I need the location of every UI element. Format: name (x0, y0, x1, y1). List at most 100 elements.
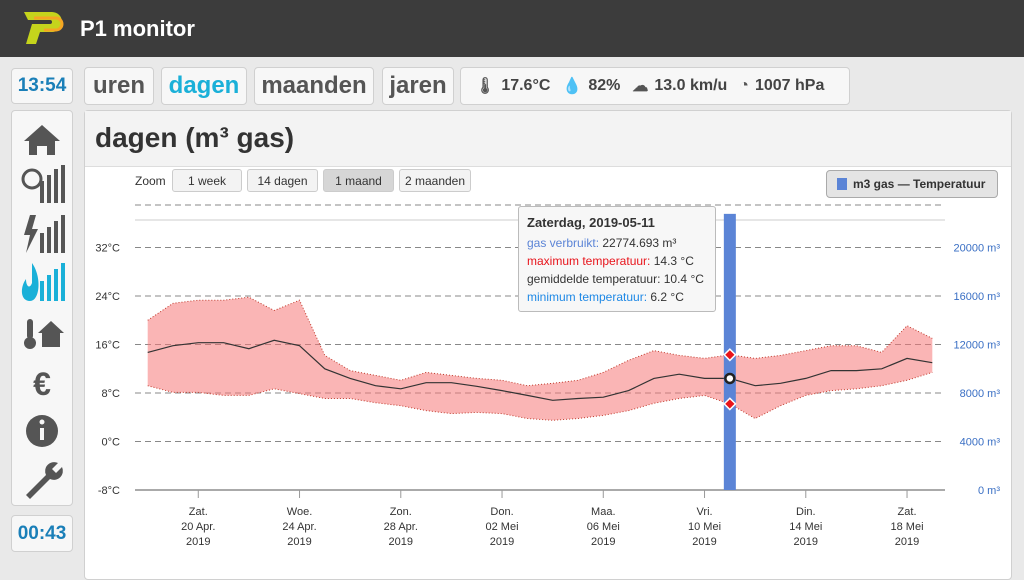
tooltip-label: minimum temperatuur (527, 290, 650, 304)
meter-icon[interactable] (21, 165, 65, 203)
zoom-button[interactable]: 14 dagen (247, 169, 318, 192)
x-tick-label-line: Don. (490, 506, 513, 518)
x-tick-label: Din. 14 Mei 2019 (789, 506, 822, 548)
x-tick-label-line: Woe. (287, 506, 312, 518)
x-tick-label-line: 2019 (389, 536, 413, 548)
x-tick-label-line: Maa. (591, 506, 615, 518)
highlight-point (724, 372, 736, 385)
x-tick-label-line: 2019 (591, 536, 615, 548)
temperature-range-band (147, 297, 933, 421)
y2-tick-label: 4000 m³ (960, 437, 1001, 449)
x-tick-label-line: 28 Apr. (384, 521, 418, 533)
temperature-icon[interactable] (24, 319, 64, 349)
header: P1 monitor (0, 0, 1024, 57)
highlight-point (723, 397, 737, 411)
clock: 13:54 (11, 68, 73, 104)
y-tick-label: 24°C (95, 291, 120, 303)
x-tick-label-line: 2019 (490, 536, 514, 548)
x-tick-label: Zon. 28 Apr. 2019 (384, 506, 418, 548)
app-title: P1 monitor (80, 16, 195, 41)
tooltip-row: maximum temperatuur14.3 °C (527, 252, 707, 270)
y2-tick-label: 16000 m³ (954, 291, 1001, 303)
sidebar-menu: € (11, 110, 73, 506)
tooltip-row: minimum temperatuur6.2 °C (527, 288, 707, 306)
y-tick-label: -8°C (98, 485, 120, 497)
zoom-button[interactable]: 1 week (172, 169, 242, 192)
tooltip-value: 22774.693 m³ (602, 236, 677, 250)
settings-icon[interactable] (26, 462, 63, 499)
x-tick-label: Zat. 20 Apr. 2019 (181, 506, 215, 548)
x-tick-label-line: 18 Mei (891, 521, 924, 533)
legend[interactable]: m3 gas — Temperatuur (826, 170, 998, 198)
tab[interactable]: jaren (382, 67, 454, 105)
x-tick-label: Vri. 10 Mei 2019 (688, 506, 721, 548)
x-tick-label-line: 2019 (287, 536, 311, 548)
x-tick-label-line: 20 Apr. (181, 521, 215, 533)
x-tick-label: Maa. 06 Mei 2019 (587, 506, 620, 548)
weather-pressure: 1007 hPa (754, 77, 825, 94)
tab[interactable]: uren (84, 67, 154, 105)
tooltip-row: gas verbruikt22774.693 m³ (527, 234, 707, 252)
x-tick-label-line: 2019 (186, 536, 210, 548)
tooltip-value: 10.4 °C (663, 272, 704, 286)
x-tick-label: Zat. 18 Mei 2019 (891, 506, 924, 548)
y2-tick-label: 0 m³ (978, 485, 1000, 497)
logo (24, 12, 64, 44)
x-tick-label-line: 2019 (895, 536, 919, 548)
legend-swatch (837, 178, 847, 190)
tab[interactable]: maanden (254, 67, 374, 105)
humidity-icon: 💧 (562, 78, 583, 95)
x-tick-label-line: 24 Apr. (282, 521, 316, 533)
timer: 00:43 (11, 515, 73, 552)
weather-humidity: 82% (588, 77, 621, 94)
panel-header (85, 111, 1011, 167)
tooltip-label: gemiddelde temperatuur (527, 272, 664, 286)
home-icon[interactable] (24, 125, 60, 155)
x-tick-label: Don. 02 Mei 2019 (486, 506, 519, 548)
x-tick-label-line: 06 Mei (587, 521, 620, 533)
tooltip-label: gas verbruikt (527, 236, 602, 250)
x-tick-label-line: Din. (796, 506, 816, 518)
gas-icon[interactable] (21, 263, 65, 301)
x-tick-label-line: 2019 (794, 536, 818, 548)
zoom-button[interactable]: 2 maanden (399, 169, 471, 192)
tooltip-label: maximum temperatuur (527, 254, 654, 268)
x-tick-label-line: Zon. (390, 506, 412, 518)
avg-temperature-line (147, 339, 933, 401)
zoom-label: Zoom (135, 174, 166, 188)
menu-icons: € (21, 125, 65, 499)
x-tick-label-line: 14 Mei (789, 521, 822, 533)
y2-tick-label: 12000 m³ (954, 340, 1001, 352)
y2-tick-label: 8000 m³ (960, 388, 1001, 400)
min-temperature-edge (147, 371, 933, 421)
wind-icon: ☁ (632, 78, 649, 95)
x-tick-label-line: Zat. (189, 506, 208, 518)
x-tick-label: Woe. 24 Apr. 2019 (282, 506, 316, 548)
tooltip-row: gemiddelde temperatuur10.4 °C (527, 270, 707, 288)
tooltip: Zaterdag, 2019-05-11 gas verbruikt22774.… (518, 206, 716, 312)
highlight-point (723, 348, 737, 362)
tab[interactable]: dagen (161, 67, 247, 105)
tooltip-title: Zaterdag, 2019-05-11 (527, 215, 655, 230)
info-icon[interactable] (26, 415, 58, 447)
thermometer-icon: 🌡 (475, 78, 496, 95)
x-tick-label-line: Vri. (696, 506, 712, 518)
weather-temperature: 17.6°C (501, 77, 551, 94)
x-tick-label-line: Zat. (898, 506, 917, 518)
euro-icon[interactable]: € (33, 366, 51, 402)
zoom-button[interactable]: 1 maand (323, 169, 394, 192)
tooltip-value: 14.3 °C (653, 254, 694, 268)
y-tick-label: 32°C (95, 243, 120, 255)
y-tick-label: 16°C (95, 340, 120, 352)
weather-wind: 13.0 km/u (654, 77, 728, 94)
pressure-icon: ◔ (739, 77, 749, 94)
y-tick-label: 0°C (102, 437, 121, 449)
y2-tick-label: 20000 m³ (954, 243, 1001, 255)
x-tick-label-line: 02 Mei (486, 521, 519, 533)
y-tick-label: 8°C (102, 388, 121, 400)
x-tick-label-line: 10 Mei (688, 521, 721, 533)
power-icon[interactable] (24, 215, 65, 253)
